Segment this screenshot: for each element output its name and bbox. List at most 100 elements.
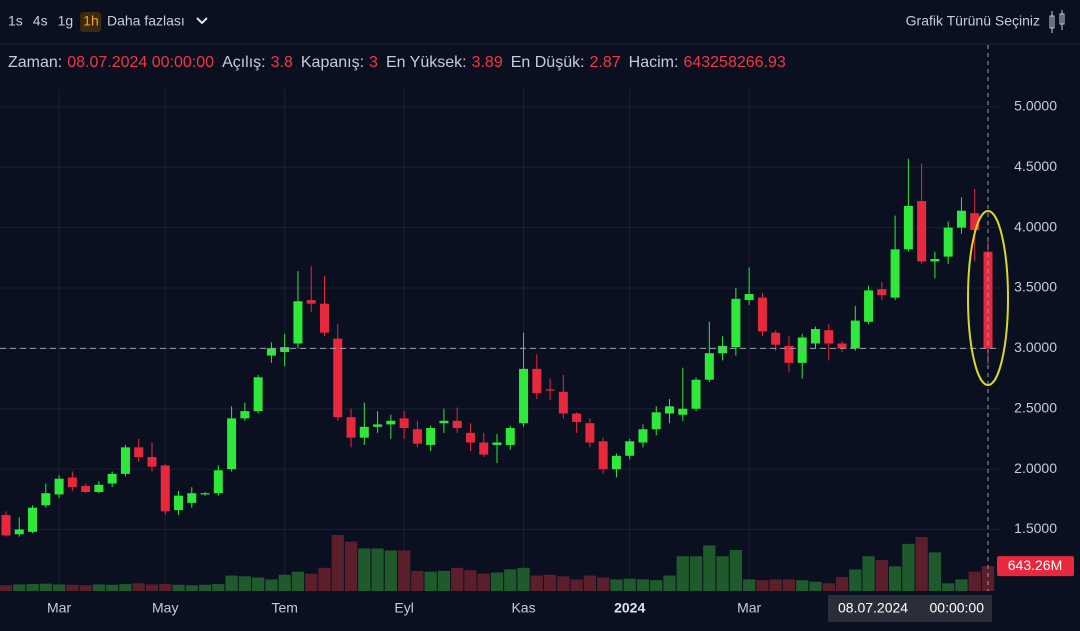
candle-body xyxy=(611,455,621,470)
candle-body xyxy=(253,377,263,412)
volume-bar xyxy=(490,572,504,591)
candle-body xyxy=(213,470,223,494)
volume-bar xyxy=(610,579,623,591)
volume-bar xyxy=(13,584,26,591)
volume-bar xyxy=(291,571,305,591)
candle-body xyxy=(784,345,794,363)
candle-body xyxy=(797,337,807,363)
volume-bar xyxy=(238,576,251,591)
more-intervals[interactable]: Daha fazlası xyxy=(107,13,185,29)
volume-bar xyxy=(212,584,225,591)
candle-body xyxy=(147,456,157,467)
volume-bar xyxy=(464,570,477,591)
volume-bar xyxy=(597,577,610,591)
volume-bar xyxy=(809,581,822,591)
candle-body xyxy=(545,389,555,391)
volume-bar xyxy=(915,536,928,591)
candle-body xyxy=(625,441,635,456)
candle-body xyxy=(54,478,64,495)
x-tick-label: Tem xyxy=(271,600,297,616)
candle-body xyxy=(956,210,966,228)
interval-button[interactable]: 4s xyxy=(33,13,48,29)
volume-bar xyxy=(318,567,331,591)
volume-bar xyxy=(424,571,437,591)
candle-body xyxy=(1,514,11,536)
volume-bar xyxy=(729,550,742,591)
volume-bar xyxy=(371,548,384,591)
volume-bar xyxy=(437,570,451,591)
candle-body xyxy=(120,447,130,474)
candle-body xyxy=(426,428,436,445)
volume-bar xyxy=(955,579,968,591)
volume-bar xyxy=(0,585,13,591)
interval-button[interactable]: 1g xyxy=(58,13,74,29)
volume-bar xyxy=(172,584,185,591)
candle-body xyxy=(837,343,847,349)
candle-body xyxy=(399,418,409,429)
volume-bar xyxy=(344,541,358,591)
interval-button[interactable]: 1h xyxy=(83,13,99,29)
candle-body xyxy=(864,290,874,322)
volume-bar xyxy=(106,584,119,591)
volume-bar xyxy=(79,585,92,591)
interval-button[interactable]: 1s xyxy=(8,13,23,29)
y-tick-label: 5.0000 xyxy=(1014,98,1057,114)
active-interval-bg xyxy=(80,12,102,32)
volume-bar xyxy=(305,573,318,591)
x-tick-label: Mar xyxy=(47,600,71,616)
volume-bar xyxy=(769,579,782,591)
volume-bar xyxy=(583,575,597,591)
candle-body xyxy=(744,294,754,301)
candle-body xyxy=(718,345,728,354)
volume-bar xyxy=(530,575,543,591)
volume-bar xyxy=(849,569,862,591)
candle-body xyxy=(704,353,714,380)
candle-body xyxy=(346,417,356,438)
volume-bar xyxy=(132,583,145,591)
volume-bar xyxy=(543,574,557,591)
volume-bar xyxy=(743,579,756,591)
info-label: Hacim: xyxy=(629,54,679,71)
y-tick-label: 2.0000 xyxy=(1014,460,1057,476)
x-tick-label: 2024 xyxy=(614,600,645,616)
candle-body xyxy=(28,507,38,532)
candle-body xyxy=(638,429,648,443)
info-label: En Yüksek: xyxy=(386,54,467,71)
candle-body xyxy=(94,484,104,493)
volume-bar xyxy=(66,584,79,591)
candle-body xyxy=(877,289,887,296)
info-value: 3.89 xyxy=(472,54,503,71)
candle-body xyxy=(200,493,210,495)
candle-body xyxy=(890,249,900,298)
candle-body xyxy=(107,473,117,484)
volume-bar xyxy=(942,583,955,591)
volume-bar xyxy=(782,579,796,591)
volume-bar xyxy=(517,567,530,591)
info-label: Kapanış: xyxy=(301,54,364,71)
candle-body xyxy=(14,529,24,535)
chevron[interactable] xyxy=(196,17,208,25)
candle-body xyxy=(67,477,77,488)
info-value: 643258266.93 xyxy=(683,54,785,71)
volume-bar xyxy=(278,574,291,591)
candle-body xyxy=(333,338,343,418)
candle-body xyxy=(134,447,144,457)
chart-type-selector[interactable]: Grafik Türünü Seçiniz xyxy=(906,13,1040,29)
volume-bar xyxy=(451,567,464,591)
x-tick-label: Mar xyxy=(737,600,761,616)
candle-body xyxy=(558,391,568,414)
candle-body xyxy=(678,408,688,415)
candle-body xyxy=(386,420,396,425)
candle-body xyxy=(651,412,661,430)
candle-body xyxy=(665,406,675,414)
candle-body xyxy=(452,420,462,429)
volume-bar xyxy=(504,569,517,591)
volume-bar xyxy=(185,585,198,591)
candle-icon[interactable] xyxy=(1049,10,1065,33)
volume-bar xyxy=(265,579,278,591)
y-tick-label: 1.5000 xyxy=(1014,520,1057,536)
y-tick-label: 3.0000 xyxy=(1014,339,1057,355)
info-value: 3 xyxy=(369,54,378,71)
